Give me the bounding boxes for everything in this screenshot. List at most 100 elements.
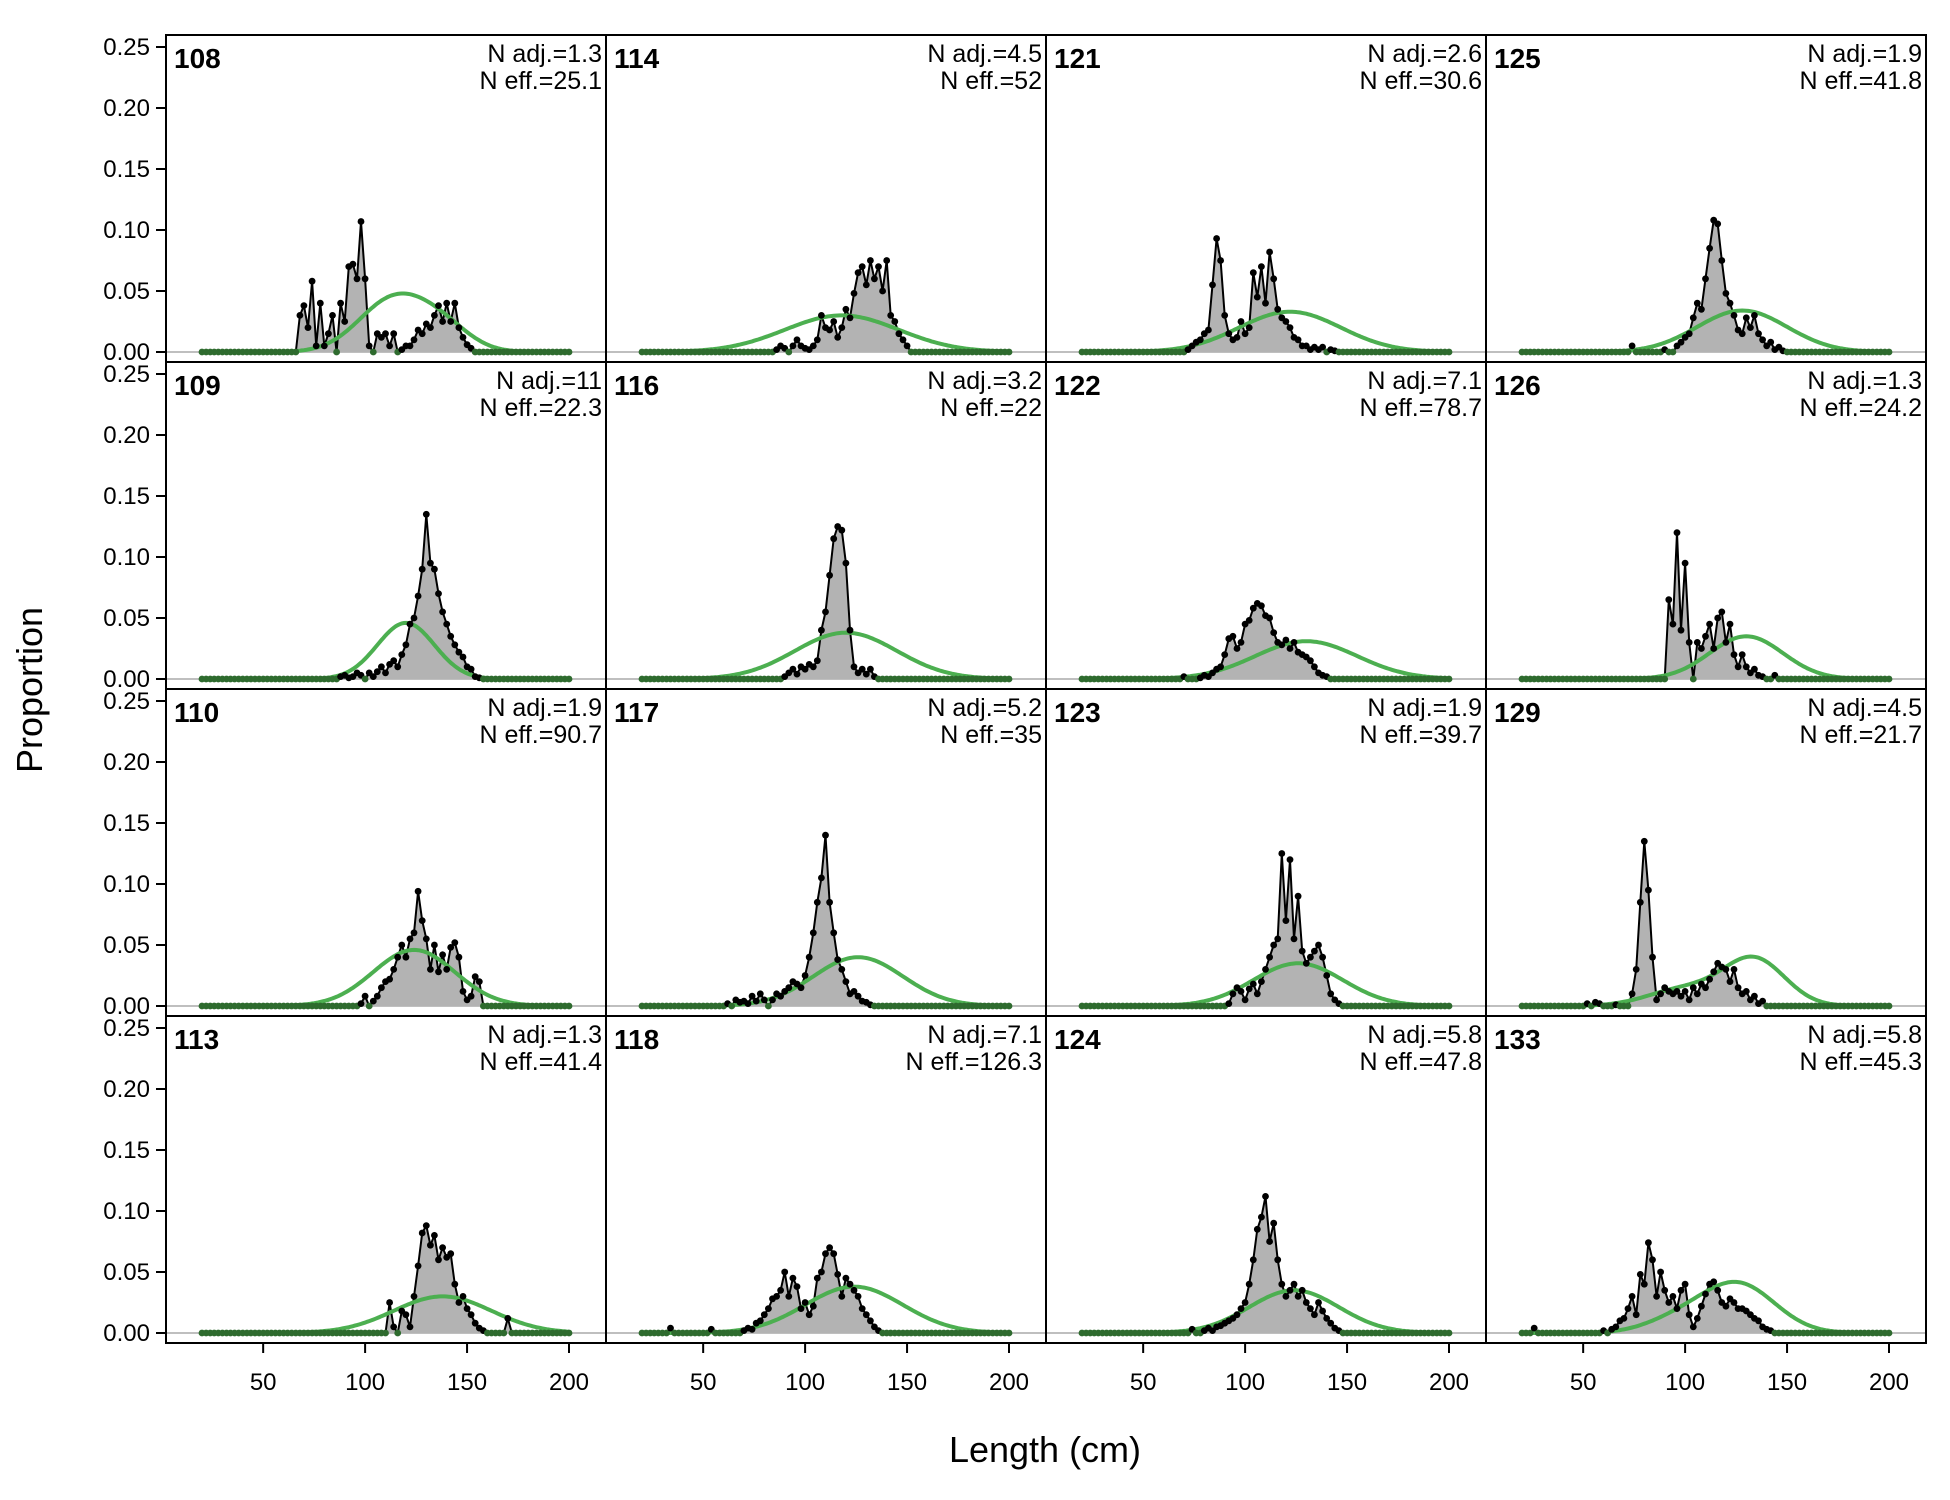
observed-point [500, 1329, 508, 1337]
observed-point [386, 1299, 393, 1306]
observed-point [1759, 997, 1766, 1005]
x-tick-label: 100 [1665, 1369, 1705, 1396]
observed-point [447, 632, 455, 640]
observed-point [308, 277, 316, 285]
observed-point [838, 526, 846, 534]
y-tick-label: 0.00 [103, 993, 150, 1020]
observed-point [1237, 639, 1245, 646]
observed-point [390, 1323, 398, 1331]
panel-label: 125 [1494, 43, 1541, 74]
observed-point [1718, 257, 1726, 264]
observed-point [1307, 953, 1314, 961]
observed-point [1311, 663, 1318, 671]
observed-point [777, 992, 784, 1000]
observed-point [1286, 645, 1294, 652]
observed-point [838, 966, 846, 973]
observed-point [1693, 639, 1701, 646]
y-tick-label: 0.25 [103, 361, 150, 388]
y-tick-label: 0.00 [103, 339, 150, 366]
observed-point [760, 996, 768, 1004]
observed-point [1653, 1293, 1660, 1300]
observed-point [1282, 917, 1290, 924]
observed-point [830, 1250, 838, 1258]
observed-point [785, 1293, 793, 1300]
observed-point [1767, 338, 1775, 346]
observed-point [1702, 984, 1709, 992]
observed-point [1685, 639, 1693, 646]
y-tick-label: 0.25 [103, 1015, 150, 1042]
panel-label: 108 [174, 43, 221, 74]
y-tick-label: 0.05 [103, 932, 150, 959]
observed-point [1274, 305, 1282, 313]
n-eff-label: N eff.=47.8 [1359, 1048, 1482, 1076]
x-tick-label: 50 [690, 1369, 717, 1396]
observed-point [1327, 1319, 1335, 1327]
panel-117: 117 N adj.=5.2N eff.=35 [605, 688, 1047, 1017]
observed-point [1710, 968, 1718, 976]
observed-point [1742, 314, 1750, 322]
n-eff-label: N eff.=22.3 [479, 394, 602, 422]
observed-point [818, 626, 825, 634]
panel-110: 110 N adj.=1.9N eff.=90.7 0.00 0.05 0.10 0.15… [103, 688, 607, 1020]
x-tick-label: 200 [549, 1369, 589, 1396]
observed-point [443, 299, 451, 307]
n-eff-label: N eff.=39.7 [1359, 721, 1482, 749]
observed-point [410, 336, 418, 344]
observed-point [1681, 1280, 1689, 1288]
observed-point [394, 1329, 402, 1337]
observed-point [1722, 1302, 1730, 1310]
n-adj-label: N adj.=1.9 [487, 694, 602, 722]
observed-point [406, 1323, 414, 1331]
observed-point [431, 565, 438, 573]
observed-point [1445, 1002, 1453, 1010]
observed-point [414, 1262, 422, 1270]
observed-point [773, 1293, 780, 1300]
observed-point [459, 653, 467, 661]
observed-point [1726, 978, 1734, 985]
observed-point [1241, 996, 1249, 1004]
observed-point [756, 1317, 764, 1325]
observed-point [1669, 1293, 1677, 1300]
observed-point [1225, 1000, 1233, 1007]
observed-point [1653, 996, 1660, 1004]
observed-point [1689, 314, 1697, 322]
observed-point [451, 299, 459, 307]
panel-108: 108 N adj.=1.3N eff.=25.1 0.00 0.05 0.10 0.15… [103, 34, 607, 366]
observed-point [467, 992, 475, 1000]
observed-point [793, 1283, 801, 1290]
n-adj-label: N adj.=1.9 [1367, 694, 1482, 722]
observed-area [1082, 603, 1449, 679]
n-adj-label: N adj.=2.6 [1367, 40, 1482, 68]
observed-point [867, 257, 874, 264]
observed-point [728, 1002, 736, 1010]
observed-point [390, 330, 398, 338]
panel-125: 125 N adj.=1.9N eff.=41.8 [1485, 34, 1927, 363]
observed-point [1681, 988, 1689, 995]
observed-point [1262, 299, 1269, 307]
observed-point [867, 1317, 874, 1325]
observed-point [1665, 1299, 1673, 1306]
observed-point [1698, 305, 1705, 313]
observed-point [1620, 1315, 1628, 1322]
observed-point [382, 330, 389, 338]
observed-point [390, 657, 398, 665]
panel-109: 109 N adj.=11N eff.=22.3 0.00 0.05 0.10 0.15 0… [103, 361, 607, 693]
observed-point [504, 1315, 512, 1322]
observed-point [1253, 1225, 1261, 1233]
y-axis-label: Proportion [9, 607, 50, 773]
observed-point [797, 1305, 805, 1312]
observed-point [1278, 641, 1286, 649]
observed-point [471, 1319, 479, 1327]
observed-point [1714, 1286, 1722, 1294]
observed-point [862, 281, 870, 289]
observed-point [565, 1002, 573, 1010]
panel-label: 113 [174, 1024, 219, 1055]
observed-point [1734, 663, 1742, 671]
observed-point [1319, 1307, 1326, 1315]
y-tick-label: 0.00 [103, 1320, 150, 1347]
observed-point [1290, 935, 1298, 943]
observed-point [1445, 1329, 1453, 1337]
y-tick-label: 0.05 [103, 278, 150, 305]
observed-point [1734, 984, 1742, 992]
panel-121: 121 N adj.=2.6N eff.=30.6 [1045, 34, 1487, 363]
